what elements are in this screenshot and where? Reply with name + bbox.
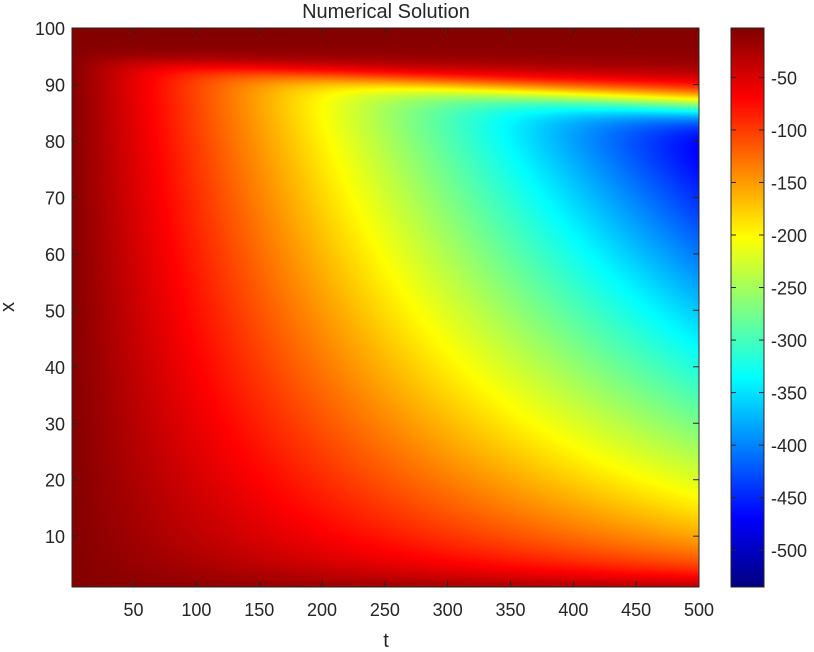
y-tick-label: 50 (45, 301, 65, 321)
x-axis-label: t (383, 630, 389, 652)
heatmap-container (72, 28, 699, 587)
x-tick-label: 200 (307, 600, 337, 620)
y-tick-label: 90 (45, 75, 65, 95)
colorbar-tick-label: -50 (771, 68, 797, 88)
heatmap-canvas (72, 28, 699, 587)
x-tick-label: 350 (495, 600, 525, 620)
x-tick-label: 250 (370, 600, 400, 620)
colorbar-tick-label: -150 (771, 173, 807, 193)
y-tick-label: 20 (45, 471, 65, 491)
y-tick-label: 100 (35, 19, 65, 39)
x-tick-label: 300 (433, 600, 463, 620)
y-tick-label: 80 (45, 132, 65, 152)
colorbar-tick-label: -300 (771, 331, 807, 351)
colorbar-tick-label: -200 (771, 226, 807, 246)
y-tick-label: 30 (45, 414, 65, 434)
x-tick-label: 150 (244, 600, 274, 620)
y-tick-label: 60 (45, 245, 65, 265)
colorbar-tick-label: -250 (771, 279, 807, 299)
colorbar (730, 27, 765, 588)
colorbar-tick-label: -400 (771, 436, 807, 456)
colorbar-tick-label: -350 (771, 384, 807, 404)
x-tick-label: 100 (181, 600, 211, 620)
x-tick-label: 450 (621, 600, 651, 620)
colorbar-tick-label: -100 (771, 121, 807, 141)
chart-title: Numerical Solution (302, 1, 470, 23)
x-tick-label: 50 (124, 600, 144, 620)
x-tick-label: 500 (684, 600, 714, 620)
plot-frame (71, 27, 700, 588)
colorbar-ticks: -50 -100 -150 -200 -250 -300 -350 -400 -450 -500 (731, 68, 807, 561)
colorbar-tick-label: -450 (771, 489, 807, 509)
x-tick-label: 400 (558, 600, 588, 620)
colorbar-tick-label: -500 (771, 541, 807, 561)
y-axis-ticks: 10 20 30 40 50 60 70 80 90 100 (35, 19, 699, 547)
y-tick-label: 70 (45, 188, 65, 208)
x-axis-ticks: 50 100 150 200 250 300 350 400 450 500 (124, 28, 714, 620)
y-axis-label: x (0, 302, 19, 312)
y-tick-label: 10 (45, 527, 65, 547)
y-tick-label: 40 (45, 358, 65, 378)
